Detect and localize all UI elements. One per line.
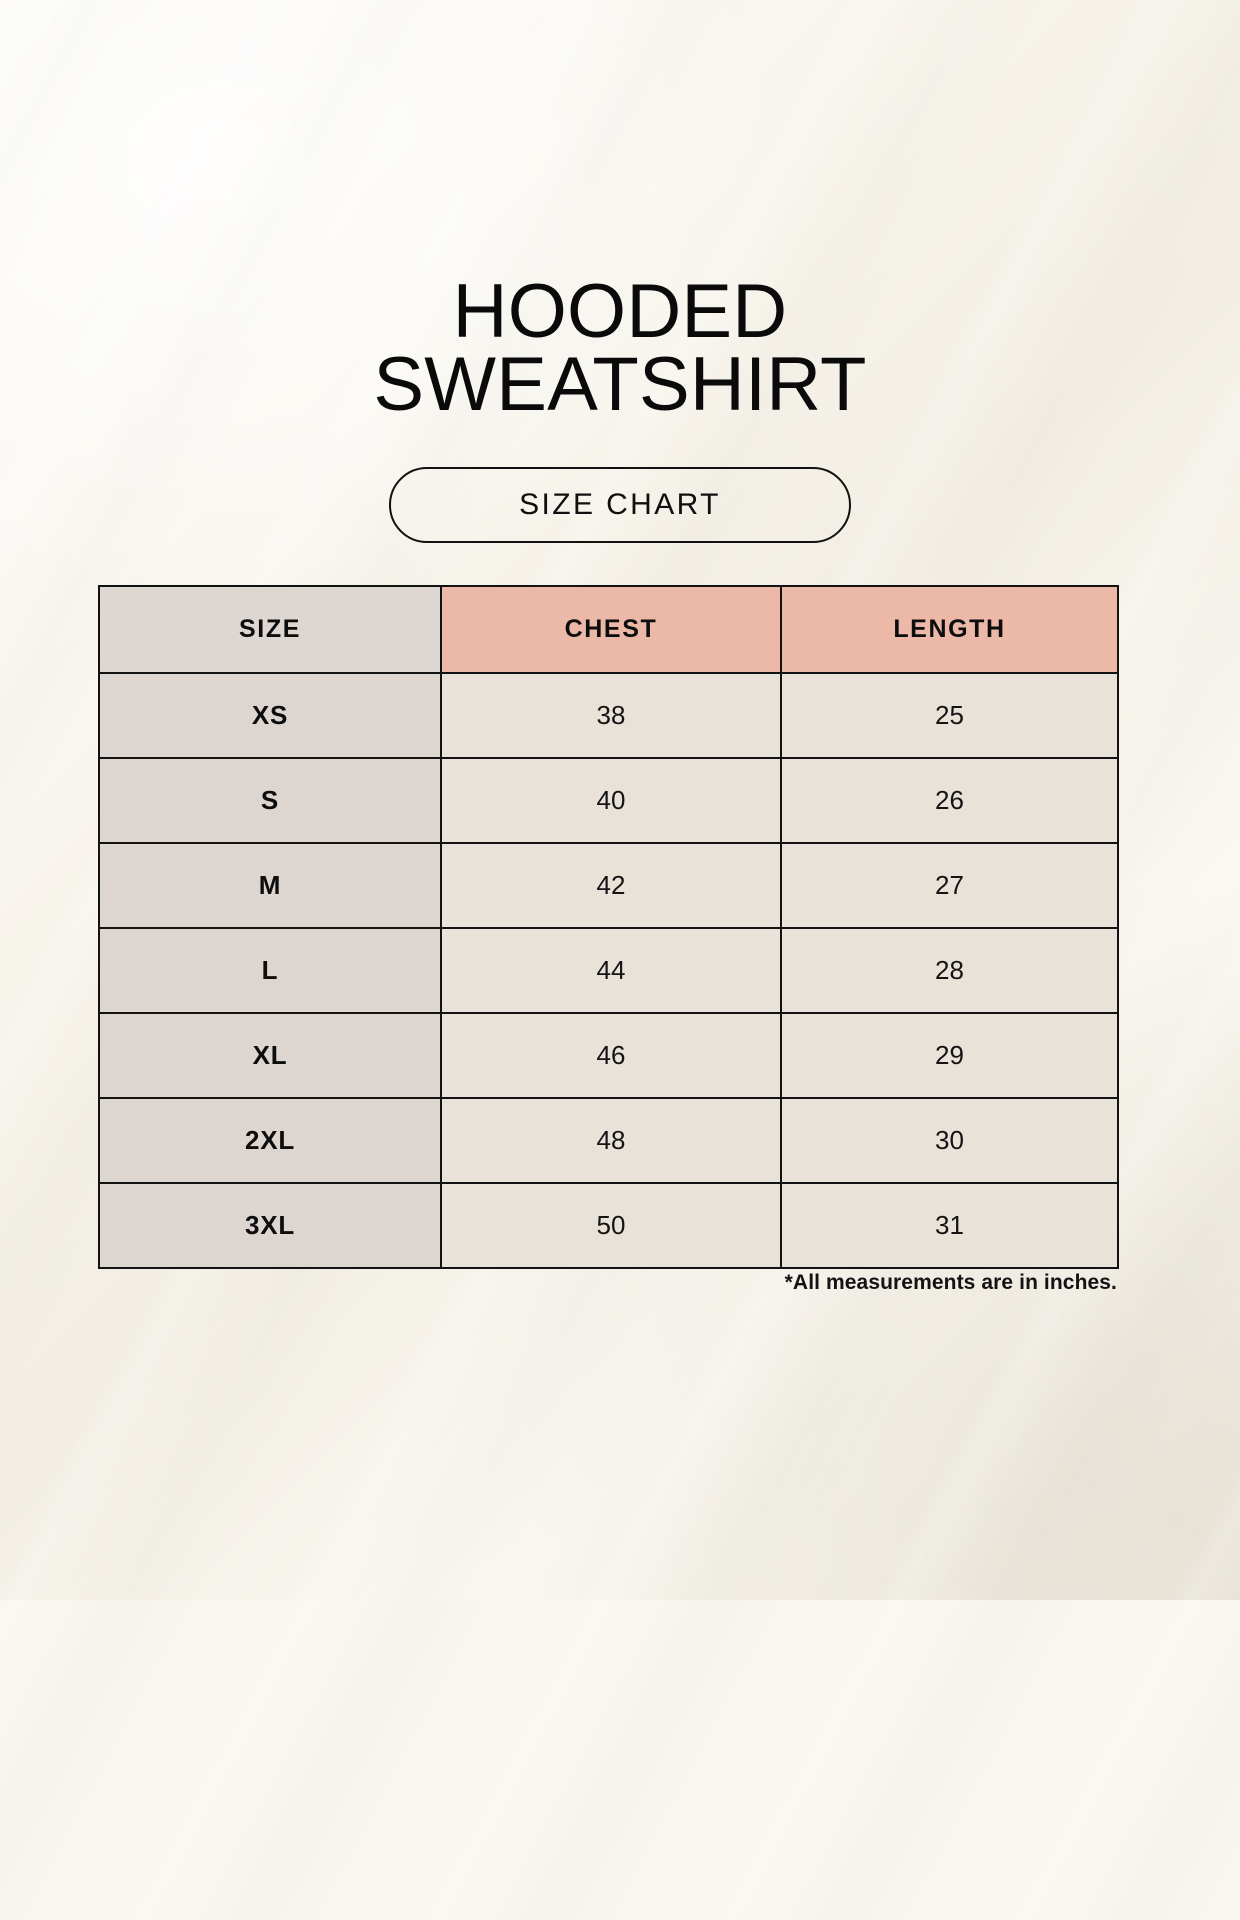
cell-chest: 38 bbox=[440, 672, 782, 759]
title-line-2: SWEATSHIRT bbox=[373, 341, 867, 427]
column-header-length: LENGTH bbox=[780, 585, 1119, 674]
cell-size: L bbox=[98, 927, 442, 1014]
cell-length: 25 bbox=[780, 672, 1119, 759]
cell-chest: 48 bbox=[440, 1097, 782, 1184]
page-title: HOODED SWEATSHIRT bbox=[0, 269, 1240, 427]
cell-chest: 40 bbox=[440, 757, 782, 844]
title-line-1: HOODED bbox=[452, 269, 788, 354]
cell-length: 29 bbox=[780, 1012, 1119, 1099]
column-header-size: SIZE bbox=[98, 585, 442, 674]
size-chart-table: SIZE CHEST LENGTH XS 38 25 S 40 26 M bbox=[98, 585, 1119, 1269]
table-row: M 42 27 bbox=[98, 842, 1119, 929]
cell-length: 26 bbox=[780, 757, 1119, 844]
size-chart-pill-label: SIZE CHART bbox=[519, 488, 721, 521]
cell-size: M bbox=[98, 842, 442, 929]
cell-length: 28 bbox=[780, 927, 1119, 1014]
table-row: 2XL 48 30 bbox=[98, 1097, 1119, 1184]
table-row: XS 38 25 bbox=[98, 672, 1119, 759]
cell-chest: 50 bbox=[440, 1182, 782, 1269]
cell-chest: 42 bbox=[440, 842, 782, 929]
cell-length: 30 bbox=[780, 1097, 1119, 1184]
size-chart-pill-wrapper: SIZE CHART bbox=[0, 467, 1240, 543]
table-row: L 44 28 bbox=[98, 927, 1119, 1014]
measurements-footnote: *All measurements are in inches. bbox=[784, 1271, 1117, 1294]
cell-chest: 46 bbox=[440, 1012, 782, 1099]
table-row: 3XL 50 31 bbox=[98, 1182, 1119, 1269]
table-body: XS 38 25 S 40 26 M 42 27 L 44 28 bbox=[98, 672, 1119, 1269]
table-row: XL 46 29 bbox=[98, 1012, 1119, 1099]
column-header-chest: CHEST bbox=[440, 585, 782, 674]
size-chart-table-wrapper: SIZE CHEST LENGTH XS 38 25 S 40 26 M bbox=[98, 585, 1119, 1269]
table-row: S 40 26 bbox=[98, 757, 1119, 844]
cell-size: XS bbox=[98, 672, 442, 759]
size-chart-pill: SIZE CHART bbox=[389, 467, 851, 543]
cell-size: XL bbox=[98, 1012, 442, 1099]
cell-size: 2XL bbox=[98, 1097, 442, 1184]
cell-size: 3XL bbox=[98, 1182, 442, 1269]
cell-size: S bbox=[98, 757, 442, 844]
cell-chest: 44 bbox=[440, 927, 782, 1014]
cell-length: 27 bbox=[780, 842, 1119, 929]
cell-length: 31 bbox=[780, 1182, 1119, 1269]
table-header: SIZE CHEST LENGTH bbox=[98, 585, 1119, 674]
table-header-row: SIZE CHEST LENGTH bbox=[98, 585, 1119, 674]
